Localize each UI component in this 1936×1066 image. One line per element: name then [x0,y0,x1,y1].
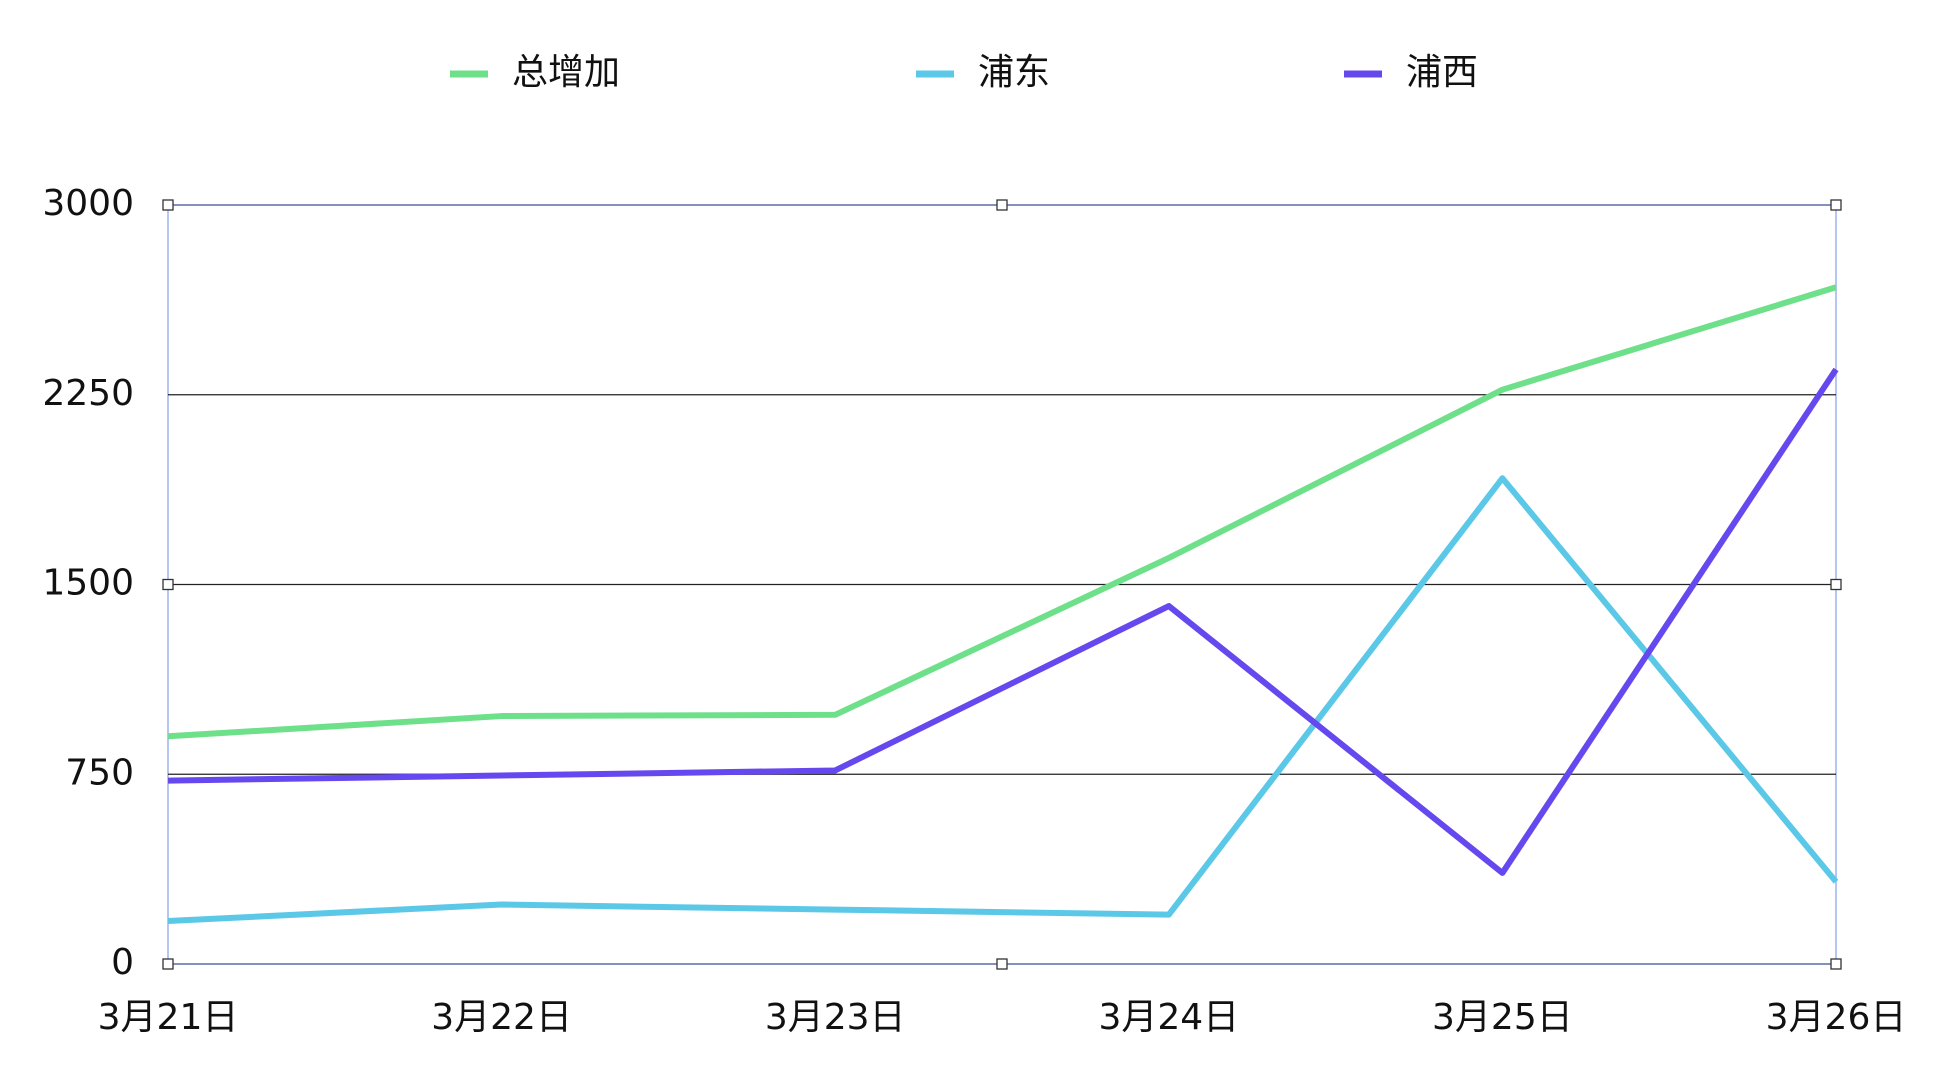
line [167,475,1839,924]
x-tick-label: 3月24日 [1098,997,1239,1038]
x-tick-label: 3月22日 [431,997,572,1038]
y-tick-label: 1500 [42,563,134,604]
legend-label: 浦西 [1406,52,1478,93]
handle [1830,578,1842,591]
handle [996,199,1008,211]
handle [162,199,174,211]
line [167,367,1839,876]
handle [162,578,174,591]
x-tick-label: 3月26日 [1766,997,1907,1038]
x-tick-label: 3月21日 [98,997,239,1038]
handle [162,958,174,970]
legend-label: 浦东 [978,52,1050,93]
y-tick-label: 2250 [42,373,134,414]
y-tick-label: 3000 [42,183,134,224]
handle [1830,958,1842,970]
handle [1830,199,1842,211]
line [167,284,1837,740]
y-tick-label: 0 [111,942,134,983]
x-tick-label: 3月23日 [765,997,906,1038]
x-tick-label: 3月25日 [1432,997,1573,1038]
handle [996,958,1008,970]
legend-label: 总增加 [512,52,620,93]
y-tick-label: 750 [65,752,134,793]
